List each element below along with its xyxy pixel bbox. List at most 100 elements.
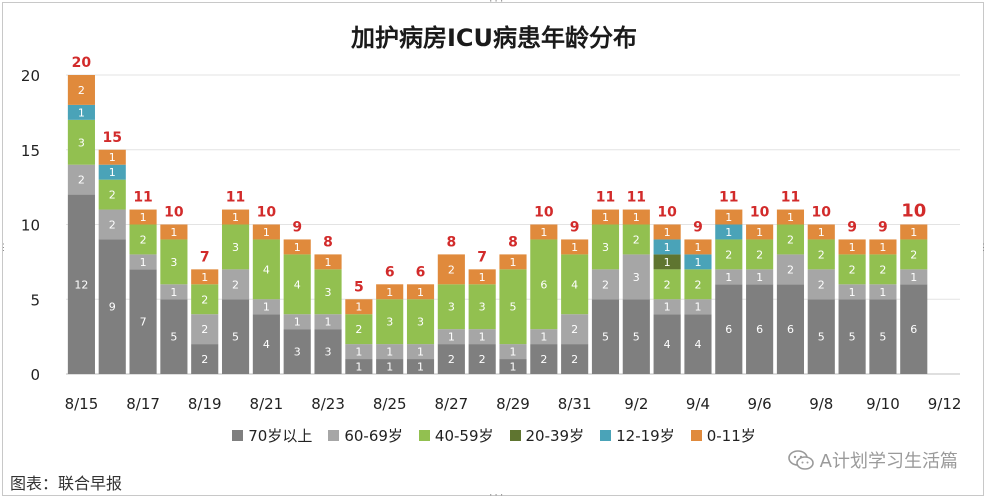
y-tick-label: 15: [21, 142, 40, 160]
bar-total-label: 7: [477, 249, 487, 265]
bar-segment-label: 1: [355, 301, 362, 314]
resize-handle-right[interactable]: ⋮: [979, 243, 988, 253]
bar-segment: [252, 314, 280, 374]
bar-segment-label: 1: [756, 226, 763, 239]
bar-total-label: 10: [901, 201, 926, 222]
bar-segment-label: 1: [571, 241, 578, 254]
bar-segment: [160, 299, 188, 374]
bar-segment-label: 1: [294, 241, 301, 254]
bar-segment: [684, 239, 712, 255]
bar-total-label: 10: [257, 205, 277, 221]
resize-handle-top[interactable]: ···: [488, 0, 505, 7]
bar-segment-label: 5: [633, 331, 640, 344]
bar-segment: [376, 359, 404, 374]
bar-segment: [715, 224, 743, 240]
x-tick-label: 9/6: [748, 395, 772, 413]
bar-segment-label: 4: [694, 338, 701, 351]
bar-segment-label: 1: [417, 361, 424, 374]
legend-item: 40-59岁: [418, 425, 494, 446]
bar-segment: [345, 344, 373, 360]
resize-handle-bottom[interactable]: ···: [488, 491, 505, 501]
bar-segment-label: 1: [694, 241, 701, 254]
bar-segment-label: 1: [417, 346, 424, 359]
bar-segment-label: 2: [479, 353, 486, 366]
bar-segment-label: 2: [201, 353, 208, 366]
bar-segment-label: 1: [879, 286, 886, 299]
bar-segment-label: 1: [787, 211, 794, 224]
bar-segment-label: 1: [664, 301, 671, 314]
bar-segment-label: 1: [201, 271, 208, 284]
bar-segment-label: 3: [479, 301, 486, 314]
bar-segment-label: 1: [355, 361, 362, 374]
bar-total-label: 6: [416, 264, 426, 280]
resize-handle-left[interactable]: ⋮: [0, 243, 8, 253]
bar-segment-label: 6: [756, 323, 763, 336]
bar-segment-label: 1: [849, 241, 856, 254]
y-tick-label: 20: [21, 67, 40, 85]
bar-total-label: 9: [693, 219, 703, 235]
bar-segment: [67, 75, 95, 105]
bar-segment-label: 2: [818, 248, 825, 261]
legend-label: 0-11岁: [706, 427, 756, 445]
bar-segment-label: 1: [540, 331, 547, 344]
bar-segment: [437, 254, 465, 285]
y-tick-label: 5: [30, 291, 40, 309]
bar-segment: [283, 239, 311, 255]
x-tick-label: 9/4: [686, 395, 710, 413]
bar-total-label: 8: [508, 234, 518, 250]
bar-total-label: 10: [750, 205, 770, 221]
bar-segment-label: 2: [571, 323, 578, 336]
bar-segment: [900, 284, 928, 374]
bar-segment-label: 2: [664, 278, 671, 291]
wechat-account-name: A计划学习生活篇: [819, 451, 958, 472]
x-tick-label: 8/29: [496, 395, 530, 413]
bar-segment: [653, 269, 681, 300]
bar-segment: [191, 344, 219, 374]
x-tick-label: 8/15: [65, 395, 99, 413]
bar-segment: [591, 299, 620, 374]
bar-segment: [900, 239, 928, 270]
bar-segment: [376, 299, 404, 345]
bar-segment-label: 1: [355, 346, 362, 359]
bar-segment: [252, 299, 280, 315]
bar-segment: [283, 314, 311, 330]
bar-segment: [468, 329, 496, 345]
bar-segment-label: 3: [386, 316, 393, 329]
bar-segment-label: 2: [818, 278, 825, 291]
bar-segment: [807, 224, 835, 240]
bar-segment-label: 1: [633, 211, 640, 224]
bar-segment: [406, 344, 435, 360]
bar-segment: [591, 224, 620, 270]
bar-total-label: 8: [323, 234, 333, 250]
bar-segment: [98, 209, 126, 240]
bar-segment: [191, 269, 219, 285]
bar-segment-label: 2: [694, 278, 701, 291]
bar-segment-label: 1: [109, 166, 116, 179]
x-tick-label: 9/2: [624, 395, 648, 413]
bar-segment: [98, 149, 126, 165]
bar-segment-label: 1: [510, 361, 517, 374]
bar-segment-label: 12: [74, 278, 88, 291]
bar-segment: [591, 209, 620, 225]
bar-segment: [684, 314, 712, 374]
bar-segment-label: 1: [232, 211, 239, 224]
bar-total-label: 11: [596, 190, 615, 206]
bar-segment: [499, 359, 527, 374]
bar-total-label: 9: [292, 219, 302, 235]
bar-segment-label: 1: [694, 256, 701, 269]
bar-segment: [869, 284, 897, 300]
bar-segment-label: 1: [818, 226, 825, 239]
bar-segment: [622, 299, 650, 374]
bar-segment: [345, 359, 373, 374]
bar-segment: [530, 224, 558, 240]
bar-segment-label: 3: [633, 271, 640, 284]
bar-segment-label: 1: [479, 271, 486, 284]
wechat-icon: [787, 450, 814, 470]
legend-swatch: [418, 430, 430, 441]
bar-segment: [499, 344, 527, 360]
bar-segment-label: 3: [417, 316, 424, 329]
bar-segment-label: 7: [140, 316, 147, 329]
bar-segment-label: 1: [510, 256, 517, 269]
bar-segment-label: 2: [78, 174, 85, 187]
bar-total-label: 9: [847, 219, 857, 235]
